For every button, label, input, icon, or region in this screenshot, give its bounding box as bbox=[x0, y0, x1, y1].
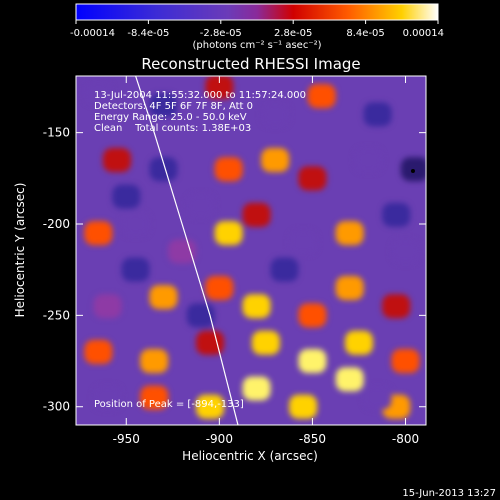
annotation-energy: Energy Range: 25.0 - 50.0 keV bbox=[94, 112, 247, 123]
colorbar-tick-label: -0.00014 bbox=[70, 28, 115, 39]
heatmap-cell bbox=[84, 339, 113, 364]
heatmap-cell bbox=[251, 330, 280, 355]
heatmap-cell bbox=[214, 157, 243, 182]
heatmap-cell bbox=[186, 193, 215, 218]
heatmap-cell bbox=[196, 330, 225, 355]
heatmap-cell bbox=[93, 294, 122, 319]
heatmap-cell bbox=[242, 294, 271, 319]
solar-limb-line bbox=[135, 76, 239, 425]
heatmap-cell bbox=[363, 102, 392, 127]
heatmap-cell bbox=[149, 93, 178, 118]
heatmap-cell bbox=[214, 221, 243, 246]
heatmap-cell bbox=[93, 385, 122, 410]
x-tick-label: -900 bbox=[206, 432, 233, 446]
heatmap-cell bbox=[289, 230, 318, 255]
heatmap-cell bbox=[112, 184, 141, 209]
peak-position-label: Position of Peak = [-894,-133] bbox=[94, 399, 244, 410]
annotation-detectors: Detectors: 4F 5F 6F 7F 8F, Att 0 bbox=[94, 101, 253, 112]
colorbar-tick-label: 0.00014 bbox=[403, 28, 444, 39]
heatmap-cell bbox=[121, 257, 150, 282]
heatmap-cell bbox=[205, 275, 234, 300]
heatmap-cell bbox=[140, 349, 169, 374]
heatmap-cell bbox=[102, 148, 131, 173]
footer-timestamp: 15-Jun-2013 13:27 bbox=[402, 488, 496, 499]
heatmap-cell bbox=[149, 285, 178, 310]
y-axis-label: Heliocentric Y (arcsec) bbox=[13, 183, 27, 318]
heatmap-cell bbox=[391, 349, 420, 374]
chart-title: Reconstructed RHESSI Image bbox=[141, 55, 360, 73]
heatmap-cell bbox=[261, 148, 290, 173]
heatmap-cell bbox=[289, 394, 318, 419]
heatmap-cell bbox=[382, 294, 411, 319]
heatmap-cell bbox=[335, 221, 364, 246]
colorbar-tick-label: 8.4e-05 bbox=[346, 28, 384, 39]
y-tick-label: -250 bbox=[43, 308, 70, 322]
heatmap-cell bbox=[391, 239, 420, 264]
heatmap-image bbox=[76, 76, 426, 425]
plot-frame bbox=[75, 75, 427, 426]
x-axis-label: Heliocentric X (arcsec) bbox=[182, 449, 318, 463]
axis-ticks: -950 -900 -850 -800 -150 -200 -250 -300 bbox=[43, 76, 426, 446]
heatmap-cell bbox=[335, 275, 364, 300]
heatmap-cell bbox=[84, 221, 113, 246]
heatmap-cell bbox=[242, 202, 271, 227]
heatmap-cell bbox=[270, 257, 299, 282]
y-tick-label: -300 bbox=[43, 400, 70, 414]
colorbar-units: (photons cm⁻² s⁻¹ asec⁻²) bbox=[192, 40, 321, 51]
heatmap-cell bbox=[335, 367, 364, 392]
heatmap-cell bbox=[261, 102, 290, 127]
heatmap-cell bbox=[149, 157, 178, 182]
heatmap-cell bbox=[121, 212, 150, 237]
heatmap-cell bbox=[242, 376, 271, 401]
colorbar-tick-label: -2.8e-05 bbox=[200, 28, 242, 39]
heatmap-cell bbox=[298, 349, 327, 374]
heatmap-cell bbox=[196, 394, 225, 419]
heatmap-cell bbox=[168, 239, 197, 264]
annotation-clean: Clean Total counts: 1.38E+03 bbox=[94, 123, 251, 134]
heatmap-cell bbox=[298, 303, 327, 328]
heatmap-cell bbox=[298, 166, 327, 191]
colorbar-tick-label: -8.4e-05 bbox=[127, 28, 169, 39]
heatmap-cell bbox=[205, 76, 234, 99]
x-tick-label: -950 bbox=[113, 432, 140, 446]
heatmap-cell bbox=[307, 84, 336, 109]
heatmap-cell bbox=[344, 330, 373, 355]
heatmap-cell bbox=[84, 80, 113, 105]
y-tick-label: -150 bbox=[43, 126, 70, 140]
x-tick-label: -800 bbox=[392, 432, 419, 446]
heatmap-cell bbox=[363, 385, 392, 410]
x-tick-label: -850 bbox=[299, 432, 326, 446]
heatmap-cell bbox=[382, 202, 411, 227]
heatmap-cell bbox=[354, 148, 383, 173]
heatmap-cell bbox=[400, 157, 426, 182]
colorbar-ticks: -0.00014 -8.4e-05 -2.8e-05 2.8e-05 8.4e-05 0.… bbox=[70, 20, 444, 39]
heatmap-cell bbox=[140, 385, 169, 410]
annotation-time: 13-Jul-2004 11:55:32.000 to 11:57:24.000 bbox=[94, 90, 306, 101]
colorbar-tick-label: 2.8e-05 bbox=[274, 28, 312, 39]
colorbar bbox=[75, 3, 439, 21]
y-tick-label: -200 bbox=[43, 217, 70, 231]
peak-marker bbox=[410, 169, 415, 174]
